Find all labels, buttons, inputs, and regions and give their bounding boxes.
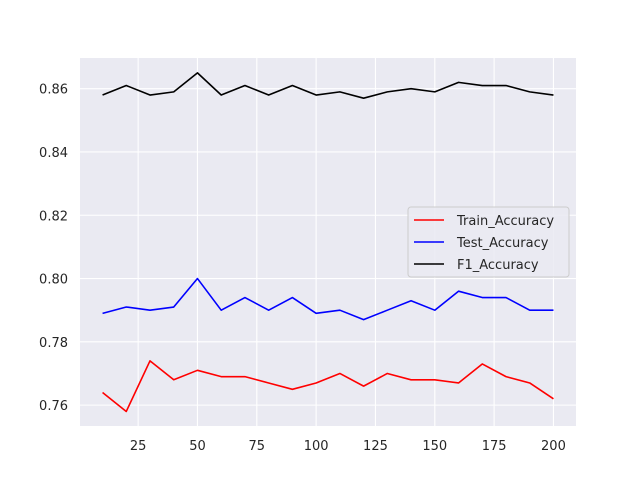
x-tick-label: 175 xyxy=(482,439,507,454)
y-tick-label: 0.76 xyxy=(39,399,68,414)
grid-lines xyxy=(80,58,576,426)
legend-label: F1_Accuracy xyxy=(457,258,539,273)
x-tick-label: 200 xyxy=(541,439,566,454)
legend-box xyxy=(407,206,570,278)
tick-labels: 25 50 75 100 125 150 175 200 0.76 0.78 0.80 0.82 0.8… xyxy=(39,83,566,454)
x-tick-label: 150 xyxy=(422,439,447,454)
x-tick-label: 100 xyxy=(304,439,329,454)
y-tick-label: 0.86 xyxy=(39,83,68,98)
x-tick-label: 125 xyxy=(363,439,388,454)
y-tick-label: 0.78 xyxy=(39,336,68,351)
y-tick-label: 0.84 xyxy=(39,146,68,161)
x-tick-label: 50 xyxy=(189,439,206,454)
y-tick-label: 0.80 xyxy=(39,273,68,288)
series-line-f1-accuracy xyxy=(102,72,554,99)
series-lines xyxy=(102,72,554,413)
legend-label: Test_Accuracy xyxy=(456,236,549,251)
y-tick-label: 0.82 xyxy=(39,209,68,224)
x-tick-label: 75 xyxy=(249,439,266,454)
series-line-test-accuracy xyxy=(102,277,554,321)
legend-label: Train_Accuracy xyxy=(456,214,554,229)
series-line-train-accuracy xyxy=(102,360,554,413)
legend: Train_Accuracy Test_Accuracy F1_Accuracy xyxy=(407,206,570,278)
x-tick-label: 25 xyxy=(130,439,147,454)
